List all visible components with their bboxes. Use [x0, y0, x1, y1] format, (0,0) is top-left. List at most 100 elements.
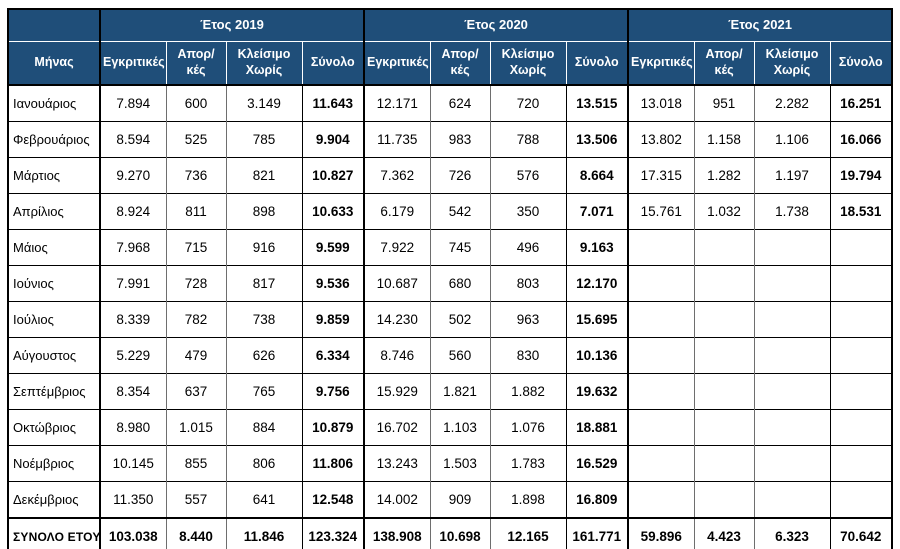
value-cell: 59.896 [627, 517, 695, 549]
table-row: Ιανουάριος 7.894 600 3.149 11.643 12.171 624 72… [8, 84, 893, 122]
value-cell: 16.702 [363, 409, 431, 446]
month-cell: Ιανουάριος [8, 84, 100, 122]
value-cell [693, 445, 755, 482]
value-cell: 803 [489, 265, 567, 302]
table-body: Ιανουάριος 7.894 600 3.149 11.643 12.171 624 72… [8, 84, 893, 549]
value-cell [829, 337, 893, 374]
value-cell [627, 301, 695, 338]
value-cell: 9.904 [301, 121, 365, 158]
value-cell: 14.002 [363, 481, 431, 518]
value-cell: 350 [489, 193, 567, 230]
value-cell: 6.179 [363, 193, 431, 230]
value-cell [627, 229, 695, 266]
value-cell [693, 301, 755, 338]
value-cell [627, 373, 695, 410]
value-cell: 720 [489, 84, 567, 122]
value-cell: 13.243 [363, 445, 431, 482]
month-cell: Δεκέμβριος [8, 481, 100, 518]
value-cell: 811 [165, 193, 226, 230]
value-cell: 7.362 [363, 157, 431, 194]
value-cell: 983 [429, 121, 491, 158]
value-cell: 1.503 [429, 445, 491, 482]
value-cell: 12.171 [363, 84, 431, 122]
value-cell: 560 [429, 337, 491, 374]
col-header-rejected-2021: Απορ/κές [693, 41, 755, 86]
value-cell: 10.879 [301, 409, 365, 446]
value-cell: 3.149 [225, 84, 302, 122]
value-cell: 9.599 [301, 229, 365, 266]
column-header-row: Μήνας Εγκριτικές Απορ/κές Κλείσιμο Χωρίς… [7, 41, 893, 86]
value-cell [693, 409, 755, 446]
value-cell: 13.802 [627, 121, 695, 158]
value-cell: 138.908 [363, 517, 431, 549]
value-cell: 898 [225, 193, 302, 230]
value-cell: 9.163 [565, 229, 629, 266]
value-cell: 9.859 [301, 301, 365, 338]
value-cell: 1.282 [693, 157, 755, 194]
value-cell: 817 [225, 265, 302, 302]
col-header-rejected-2020: Απορ/κές [429, 41, 491, 86]
col-header-total-2019: Σύνολο [301, 41, 365, 86]
year-header-2019: Έτος 2019 [98, 8, 365, 42]
value-cell: 11.643 [301, 84, 365, 122]
value-cell: 6.334 [301, 337, 365, 374]
value-cell: 16.066 [829, 121, 893, 158]
value-cell: 8.924 [99, 193, 166, 230]
value-cell [627, 337, 695, 374]
col-header-approved-2019: Εγκριτικές [99, 41, 167, 86]
value-cell: 542 [429, 193, 491, 230]
value-cell: 10.687 [363, 265, 431, 302]
value-cell [829, 229, 893, 266]
value-cell: 600 [165, 84, 226, 122]
table-row: Ιούνιος 7.991 728 817 9.536 10.687 680 803 12.17… [8, 265, 893, 302]
value-cell: 18.881 [565, 409, 629, 446]
value-cell [753, 229, 831, 266]
value-cell: 1.015 [165, 409, 226, 446]
col-header-closed-without-2019: Κλείσιμο Χωρίς [225, 41, 303, 86]
value-cell: 11.806 [301, 445, 365, 482]
value-cell: 1.158 [693, 121, 755, 158]
col-header-closed-without-2020: Κλείσιμο Χωρίς [489, 41, 567, 86]
value-cell: 17.315 [627, 157, 695, 194]
value-cell: 9.270 [99, 157, 166, 194]
table-header: Έτος 2019 Έτος 2020 Έτος 2021 Μήνας Εγκρ… [7, 8, 893, 86]
value-cell: 8.594 [99, 121, 166, 158]
value-cell [627, 409, 695, 446]
value-cell: 855 [165, 445, 226, 482]
value-cell [829, 301, 893, 338]
value-cell [693, 229, 755, 266]
table-row: Αύγουστος 5.229 479 626 6.334 8.746 560 830 10.1… [8, 337, 893, 374]
value-cell [693, 337, 755, 374]
table-row: Ιούλιος 8.339 782 738 9.859 14.230 502 963 15.69… [8, 301, 893, 338]
value-cell: 1.106 [753, 121, 831, 158]
value-cell: 736 [165, 157, 226, 194]
value-cell: 738 [225, 301, 302, 338]
value-cell: 728 [165, 265, 226, 302]
value-cell: 8.354 [99, 373, 166, 410]
month-cell: ΣΥΝΟΛΟ ΕΤΟΥΣ [8, 517, 100, 549]
table-row: Φεβρουάριος 8.594 525 785 9.904 11.735 983 788 1… [8, 121, 893, 158]
value-cell [753, 301, 831, 338]
value-cell: 15.761 [627, 193, 695, 230]
value-cell: 951 [693, 84, 755, 122]
year-total-row: ΣΥΝΟΛΟ ΕΤΟΥΣ 103.038 8.440 11.846 123.324 138… [8, 517, 893, 549]
month-cell: Νοέμβριος [8, 445, 100, 482]
value-cell [829, 481, 893, 518]
month-cell: Μάιος [8, 229, 100, 266]
value-cell: 726 [429, 157, 491, 194]
value-cell: 9.756 [301, 373, 365, 410]
value-cell: 916 [225, 229, 302, 266]
month-cell: Αύγουστος [8, 337, 100, 374]
month-cell: Μάρτιος [8, 157, 100, 194]
value-cell: 10.136 [565, 337, 629, 374]
col-header-closed-without-2021: Κλείσιμο Χωρίς [753, 41, 831, 86]
value-cell: 1.821 [429, 373, 491, 410]
value-cell: 525 [165, 121, 226, 158]
year-header-2021: Έτος 2021 [627, 8, 893, 42]
value-cell: 10.698 [429, 517, 491, 549]
value-cell: 637 [165, 373, 226, 410]
value-cell: 10.827 [301, 157, 365, 194]
value-cell: 19.794 [829, 157, 893, 194]
col-header-approved-2021: Εγκριτικές [627, 41, 695, 86]
